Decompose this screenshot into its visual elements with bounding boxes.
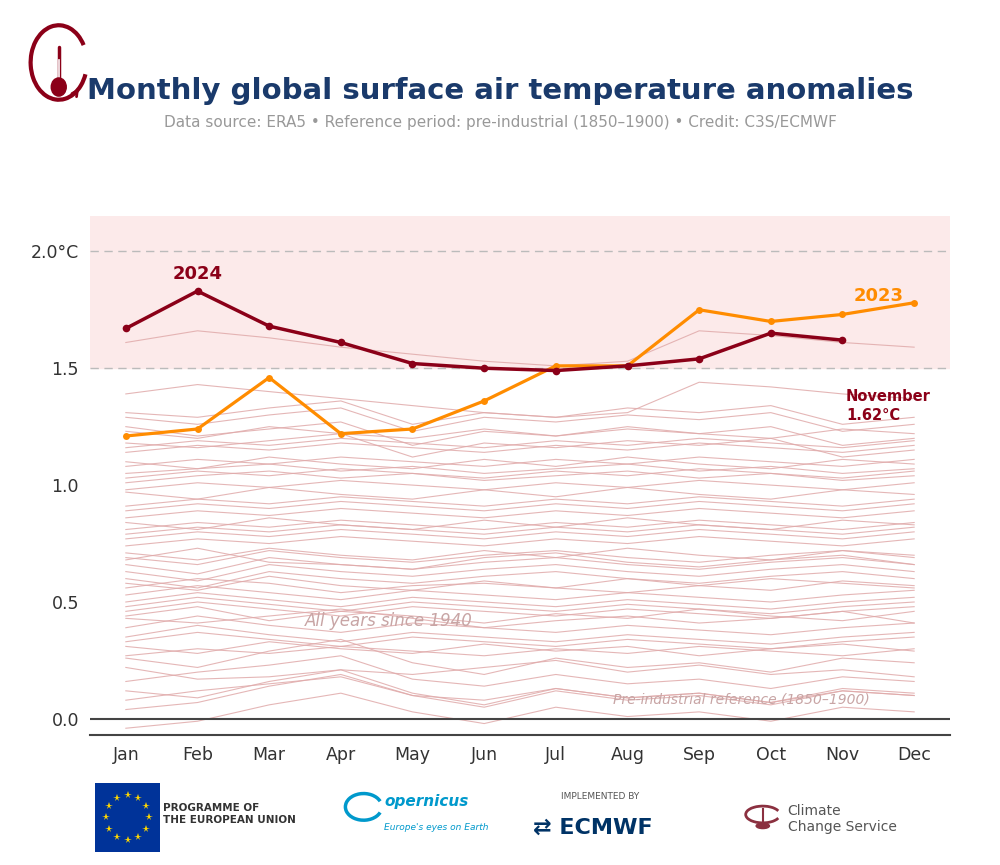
Text: All years since 1940: All years since 1940 (305, 612, 473, 630)
Text: Monthly global surface air temperature anomalies: Monthly global surface air temperature a… (87, 77, 913, 105)
Text: IMPLEMENTED BY: IMPLEMENTED BY (561, 792, 639, 802)
Text: Change Service: Change Service (788, 820, 896, 835)
Text: 2023: 2023 (853, 287, 903, 305)
Text: November
1.62°C: November 1.62°C (846, 389, 931, 423)
Text: ⇄ ECMWF: ⇄ ECMWF (533, 817, 652, 837)
Circle shape (756, 823, 769, 829)
Text: Data source: ERA5 • Reference period: pre-industrial (1850–1900) • Credit: C3S/E: Data source: ERA5 • Reference period: pr… (164, 115, 836, 131)
Bar (90, 216, 950, 368)
Text: Climate: Climate (788, 804, 841, 817)
Text: 2024: 2024 (173, 265, 222, 283)
Circle shape (51, 78, 66, 96)
Text: opernicus: opernicus (384, 794, 469, 809)
Text: Europe's eyes on Earth: Europe's eyes on Earth (384, 823, 489, 832)
Text: Pre-industrial reference (1850–1900): Pre-industrial reference (1850–1900) (613, 692, 870, 706)
Text: PROGRAMME OF
THE EUROPEAN UNION: PROGRAMME OF THE EUROPEAN UNION (163, 804, 296, 824)
